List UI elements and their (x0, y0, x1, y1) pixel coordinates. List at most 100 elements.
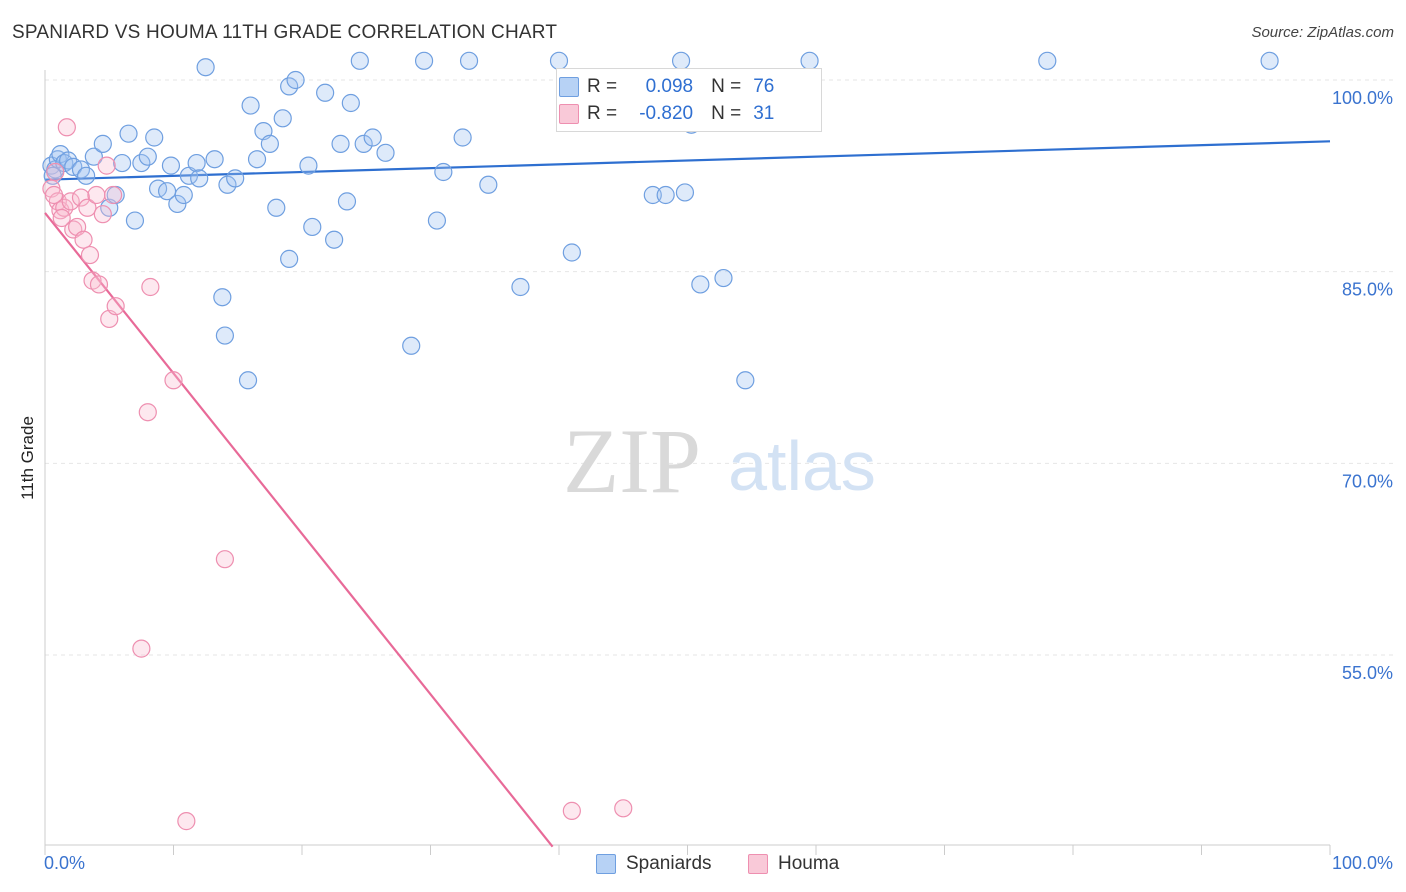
spaniards-point (215, 326, 234, 345)
legend-swatch-blue (559, 77, 579, 97)
y-tick-label: 70.0% (1342, 471, 1393, 491)
spaniards-point (459, 51, 479, 70)
bottom-legend-spaniards: Spaniards (596, 852, 712, 876)
spaniards-point (549, 51, 569, 70)
spaniards-point (434, 162, 453, 182)
spaniards-point (671, 51, 691, 70)
spaniards-trend-line (44, 140, 1331, 181)
grid-lines (45, 79, 1395, 656)
spaniards-point (643, 185, 662, 205)
spaniards-point (161, 156, 181, 175)
spaniards-point (337, 192, 357, 211)
houma-trend-line (44, 212, 554, 848)
x-tick-label: 100.0% (1332, 853, 1393, 873)
houma-point (71, 188, 91, 207)
legend-row-houma: R = -0.820 N = 31 (559, 101, 775, 127)
spaniards-point (376, 143, 395, 162)
spaniards-point (316, 83, 335, 102)
houma-point (93, 205, 112, 224)
spaniards-point (93, 134, 112, 153)
spaniards-point (414, 51, 434, 70)
spaniards-point (205, 150, 224, 169)
spaniards-point (213, 288, 232, 307)
spaniards-point (145, 128, 164, 147)
houma-point (141, 277, 160, 297)
spaniards-point (138, 147, 157, 166)
spaniards-point (341, 93, 360, 113)
spaniards-point (325, 230, 344, 249)
spaniards-point (675, 183, 695, 202)
trend-lines (44, 140, 1331, 848)
spaniards-point (736, 371, 755, 390)
spaniards-point (1260, 51, 1279, 70)
houma-point (164, 371, 183, 390)
houma-point (44, 185, 64, 205)
legend-n-value: 76 (753, 76, 775, 97)
watermark: ZIP atlas (563, 410, 876, 512)
houma-point (104, 185, 123, 205)
spaniards-point (190, 169, 209, 188)
houma-point (61, 192, 80, 211)
spaniards-point (168, 194, 187, 214)
spaniards-point (196, 58, 215, 77)
source-label: Source: ZipAtlas.com (1251, 24, 1394, 41)
houma-point (46, 162, 65, 182)
tick-labels: 100.0% 85.0% 70.0% 55.0% 0.0% 100.0% (44, 88, 1393, 873)
houma-point (215, 550, 234, 569)
houma-point (74, 230, 93, 249)
spaniards-point (84, 147, 103, 166)
houma-point (87, 185, 106, 205)
watermark-zip: ZIP (563, 410, 701, 512)
y-axis-label: 11th Grade (18, 416, 37, 500)
legend-label-spaniards: Spaniards (626, 853, 712, 874)
spaniards-point (112, 153, 132, 173)
legend-n-label: N = (711, 76, 742, 97)
legend-n-value: 31 (753, 103, 775, 124)
spaniards-point (267, 198, 286, 217)
legend-swatch-blue (596, 854, 616, 874)
spaniards-point (562, 243, 581, 262)
spaniards-point (331, 134, 350, 153)
houma-point (562, 801, 581, 820)
spaniards-point (691, 275, 710, 294)
spaniards-point (187, 153, 206, 173)
legend-row-spaniards: R = 0.098 N = 76 (559, 74, 775, 100)
spaniards-point (260, 134, 279, 153)
spaniards-point (238, 371, 258, 390)
spaniards-point (174, 185, 193, 205)
spaniards-point (714, 268, 733, 288)
stats-legend: R = 0.098 N = 76 R = -0.820 N = 31 (556, 68, 822, 132)
houma-point (614, 799, 633, 818)
x-tick-label: 0.0% (44, 853, 85, 873)
spaniards-point (511, 277, 530, 297)
spaniards-point (427, 211, 447, 230)
spaniards-point (1038, 51, 1057, 70)
houma-point (132, 639, 151, 658)
houma-point (80, 245, 100, 265)
houma-point (106, 297, 125, 316)
chart-title: SPANIARD VS HOUMA 11TH GRADE CORRELATION… (12, 22, 558, 43)
houma-point (138, 403, 157, 422)
spaniards-point (479, 175, 498, 194)
spaniards-point (363, 128, 382, 147)
legend-r-label: R = (587, 76, 618, 97)
spaniards-point (354, 134, 373, 153)
spaniards-point (402, 336, 421, 355)
spaniards-point (273, 109, 292, 128)
data-points (42, 51, 1279, 831)
spaniards-point (286, 70, 305, 90)
legend-r-value: -0.820 (639, 103, 694, 124)
spaniards-point (125, 211, 145, 230)
houma-point (97, 156, 116, 175)
spaniards-point (226, 169, 245, 188)
y-tick-label: 85.0% (1342, 280, 1393, 300)
spaniards-point (303, 217, 322, 237)
houma-point (57, 118, 76, 137)
axes (44, 70, 1331, 855)
houma-point (78, 198, 97, 217)
bottom-legend-houma: Houma (748, 852, 839, 876)
spaniards-point (119, 124, 138, 143)
houma-point (89, 275, 109, 294)
spaniards-point (453, 128, 472, 147)
